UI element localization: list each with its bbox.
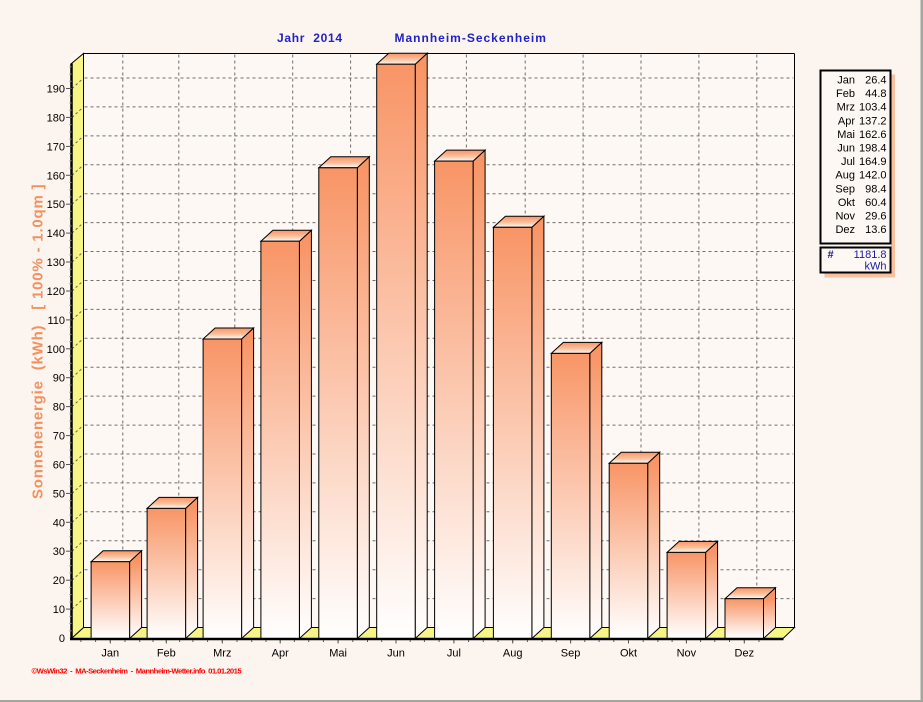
svg-text:140: 140 [47, 228, 65, 240]
svg-text:Jun: Jun [387, 648, 405, 660]
svg-text:Okt: Okt [838, 197, 855, 209]
svg-text:Jan: Jan [101, 648, 119, 660]
svg-text:162.6: 162.6 [859, 129, 887, 141]
svg-text:Dez: Dez [835, 224, 855, 236]
svg-text:Okt: Okt [620, 648, 637, 660]
svg-text:Aug: Aug [835, 170, 855, 182]
svg-text:100: 100 [47, 344, 65, 356]
svg-text:©WsWin32 - MA-Seckenheim -: ©WsWin32 - MA-Seckenheim - Mannheim-Wett… [32, 667, 243, 676]
svg-text:Mai: Mai [837, 129, 855, 141]
svg-text:70: 70 [53, 431, 65, 443]
svg-text:30: 30 [53, 546, 65, 558]
svg-text:26.4: 26.4 [865, 75, 886, 87]
svg-text:190: 190 [47, 84, 65, 96]
svg-text:160: 160 [47, 170, 65, 182]
svg-text:Sep: Sep [561, 648, 581, 660]
svg-text:0: 0 [59, 633, 65, 645]
svg-text:60: 60 [53, 460, 65, 472]
svg-text:Sep: Sep [835, 183, 855, 195]
svg-text:Jul: Jul [447, 648, 461, 660]
svg-text:Mrz: Mrz [837, 102, 855, 114]
svg-text:Feb: Feb [157, 648, 176, 660]
svg-text:10: 10 [53, 604, 65, 616]
svg-text:103.4: 103.4 [859, 102, 887, 114]
svg-text:164.9: 164.9 [859, 156, 887, 168]
svg-text:Sonnenenergie (kWh) [ 100%: Sonnenenergie (kWh) [ 100% - 1.0qm ] [30, 184, 47, 499]
svg-text:13.6: 13.6 [865, 224, 886, 236]
svg-text:142.0: 142.0 [859, 170, 887, 182]
svg-text:110: 110 [47, 315, 65, 327]
svg-text:150: 150 [47, 199, 65, 211]
svg-text:Feb: Feb [836, 88, 855, 100]
svg-text:98.4: 98.4 [865, 183, 886, 195]
svg-text:29.6: 29.6 [865, 211, 886, 223]
svg-text:50: 50 [53, 488, 65, 500]
svg-text:180: 180 [47, 112, 65, 124]
svg-text:Mai: Mai [329, 648, 347, 660]
svg-text:Nov: Nov [835, 211, 855, 223]
svg-text:Mannheim-Seckenheim: Mannheim-Seckenheim [395, 31, 547, 45]
svg-text:90: 90 [53, 373, 65, 385]
svg-text:60.4: 60.4 [865, 197, 886, 209]
svg-text:120: 120 [47, 286, 65, 298]
svg-text:1181.8: 1181.8 [854, 249, 887, 261]
svg-text:44.8: 44.8 [865, 88, 886, 100]
svg-text:130: 130 [47, 257, 65, 269]
svg-text:Apr: Apr [272, 648, 289, 660]
svg-text:80: 80 [53, 402, 65, 414]
svg-text:198.4: 198.4 [859, 143, 887, 155]
svg-text:kWh: kWh [865, 261, 887, 273]
svg-text:Jahr 2014: Jahr 2014 [277, 31, 343, 45]
svg-text:40: 40 [53, 517, 65, 529]
svg-text:Jun: Jun [837, 143, 855, 155]
svg-text:170: 170 [47, 141, 65, 153]
svg-text:Jul: Jul [841, 156, 855, 168]
svg-text:Jan: Jan [837, 75, 855, 87]
svg-text:137.2: 137.2 [859, 115, 887, 127]
svg-text:Mrz: Mrz [213, 648, 231, 660]
svg-text:Apr: Apr [838, 115, 855, 127]
svg-text:Dez: Dez [735, 648, 755, 660]
svg-text:Aug: Aug [503, 648, 523, 660]
svg-text:#: # [828, 249, 834, 261]
svg-text:20: 20 [53, 575, 65, 587]
svg-text:Nov: Nov [677, 648, 697, 660]
